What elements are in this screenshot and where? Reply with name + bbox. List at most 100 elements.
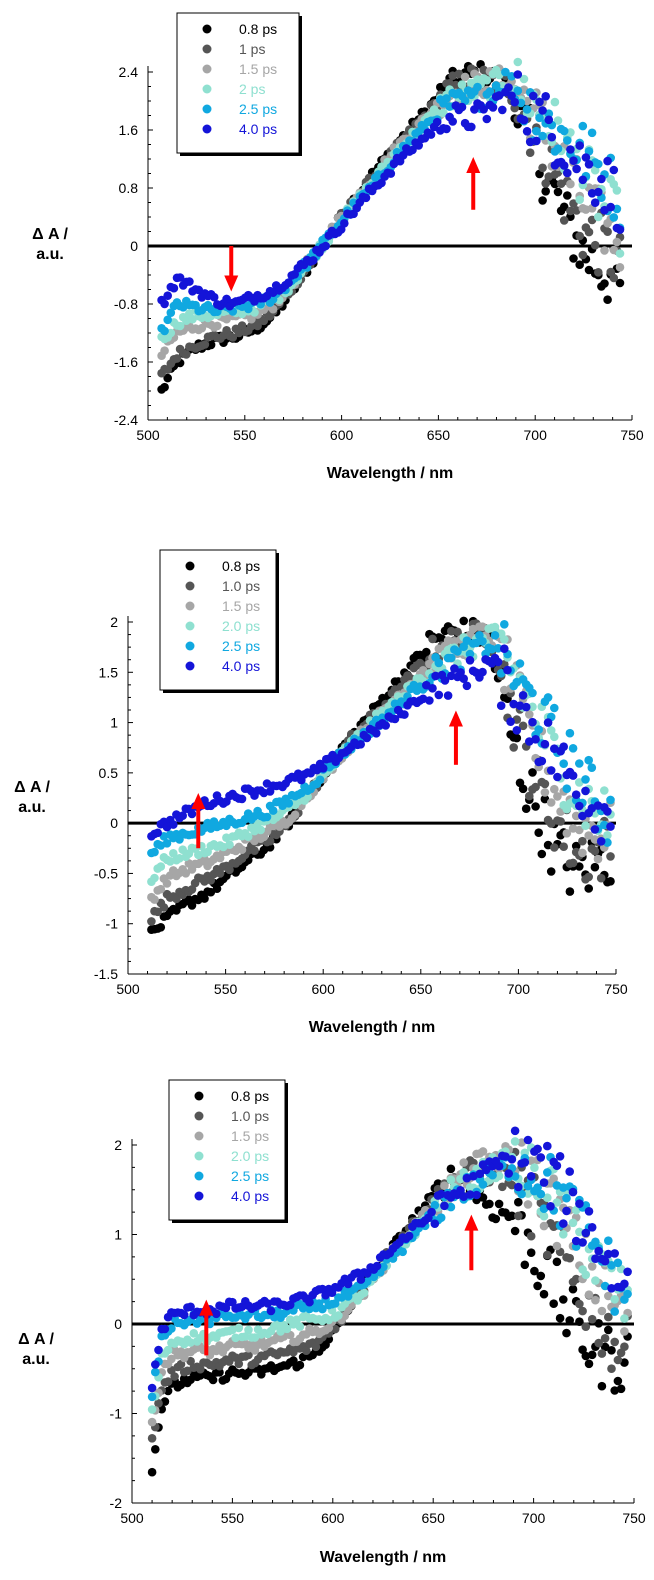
- data-point: [620, 1358, 629, 1367]
- data-point: [575, 231, 584, 241]
- data-point: [584, 1359, 594, 1369]
- data-point: [386, 169, 396, 178]
- data-point: [160, 326, 169, 336]
- red-arrow-head: [199, 1299, 214, 1316]
- data-point: [400, 710, 409, 719]
- data-point: [309, 256, 318, 265]
- y-tick-label: 2: [110, 614, 118, 630]
- data-point: [510, 1226, 520, 1236]
- data-point: [590, 198, 600, 207]
- data-point: [340, 219, 349, 228]
- data-point: [559, 842, 568, 851]
- data-point: [169, 849, 178, 858]
- data-point: [206, 340, 216, 350]
- data-point: [526, 1248, 536, 1257]
- x-tick-label: 750: [620, 427, 644, 443]
- legend-label: 2.5 ps: [239, 101, 277, 117]
- data-point: [163, 1377, 173, 1386]
- data-point: [571, 1274, 581, 1284]
- data-point: [510, 1126, 520, 1136]
- legend-label: 2.0 ps: [231, 1148, 269, 1164]
- data-point: [587, 128, 597, 138]
- data-point: [552, 1161, 562, 1170]
- data-point: [475, 1169, 485, 1179]
- data-point: [422, 647, 431, 657]
- data-point: [513, 70, 523, 79]
- data-point: [507, 91, 516, 100]
- data-point: [556, 817, 565, 826]
- data-point: [514, 1197, 523, 1207]
- legend-label: 2.5 ps: [231, 1168, 269, 1184]
- legend-label: 2.5 ps: [222, 638, 260, 654]
- data-point: [361, 193, 371, 203]
- data-point: [587, 1223, 597, 1232]
- x-tick-label: 500: [116, 981, 140, 997]
- data-point: [160, 382, 169, 392]
- legend-marker: [185, 621, 195, 631]
- data-point: [478, 637, 487, 646]
- x-tick-label: 700: [524, 427, 548, 443]
- y-axis-label-unit: a.u.: [22, 1351, 50, 1368]
- data-point: [222, 821, 231, 831]
- data-point: [584, 755, 593, 765]
- data-point: [541, 92, 550, 101]
- legend-label: 4.0 ps: [222, 658, 260, 674]
- data-point: [559, 126, 569, 136]
- x-tick-label: 700: [522, 1510, 546, 1526]
- data-point: [568, 858, 578, 868]
- data-point: [432, 117, 442, 127]
- legend-label: 0.8 ps: [231, 1088, 269, 1104]
- legend-marker: [185, 581, 195, 591]
- data-point: [581, 1228, 591, 1238]
- data-point: [234, 1323, 244, 1333]
- data-point: [559, 1230, 568, 1239]
- data-point: [553, 144, 563, 153]
- data-point: [559, 202, 569, 212]
- red-arrow-head: [464, 1214, 479, 1231]
- data-point: [600, 786, 609, 795]
- legend-label: 1 ps: [239, 41, 265, 57]
- data-point: [512, 733, 522, 743]
- data-point: [494, 1171, 504, 1181]
- data-point: [584, 884, 593, 893]
- data-point: [555, 1152, 565, 1161]
- red-arrow-head: [191, 792, 206, 809]
- data-point: [259, 316, 269, 326]
- data-point: [559, 1183, 568, 1192]
- data-point: [518, 691, 528, 700]
- data-point: [525, 710, 534, 719]
- legend-marker: [202, 44, 212, 54]
- legend-marker: [202, 104, 212, 114]
- data-point: [612, 237, 622, 247]
- x-axis-label: Wavelength / nm: [320, 1549, 447, 1566]
- data-point: [565, 887, 575, 896]
- data-point: [536, 1271, 546, 1281]
- data-point: [162, 839, 172, 848]
- data-point: [530, 1266, 539, 1276]
- data-point: [604, 1236, 613, 1245]
- y-tick-label: 2.4: [119, 64, 139, 80]
- data-point: [562, 1328, 571, 1338]
- legend-marker: [185, 561, 195, 571]
- data-point: [494, 1199, 504, 1209]
- data-point: [447, 653, 456, 663]
- data-point: [488, 103, 498, 112]
- chart-panel-3: 500 550 600 650 700 750 -2 -1 0 1 2 0.8 ps 1.0 ps 1.5…: [18, 1079, 646, 1566]
- data-point: [186, 1375, 195, 1384]
- data-point: [584, 1207, 594, 1216]
- data-point: [562, 784, 572, 793]
- data-point: [237, 321, 247, 330]
- data-point: [513, 57, 523, 67]
- data-point: [620, 1314, 629, 1323]
- x-tick-label: 500: [120, 1510, 144, 1526]
- data-point: [154, 1345, 163, 1355]
- data-point: [594, 1246, 603, 1256]
- data-point: [500, 644, 509, 653]
- data-point: [568, 1187, 578, 1197]
- data-point: [546, 766, 556, 775]
- data-point: [443, 636, 453, 645]
- data-point: [606, 795, 615, 805]
- data-point: [234, 1359, 244, 1369]
- data-point: [603, 807, 612, 816]
- data-point: [538, 163, 547, 173]
